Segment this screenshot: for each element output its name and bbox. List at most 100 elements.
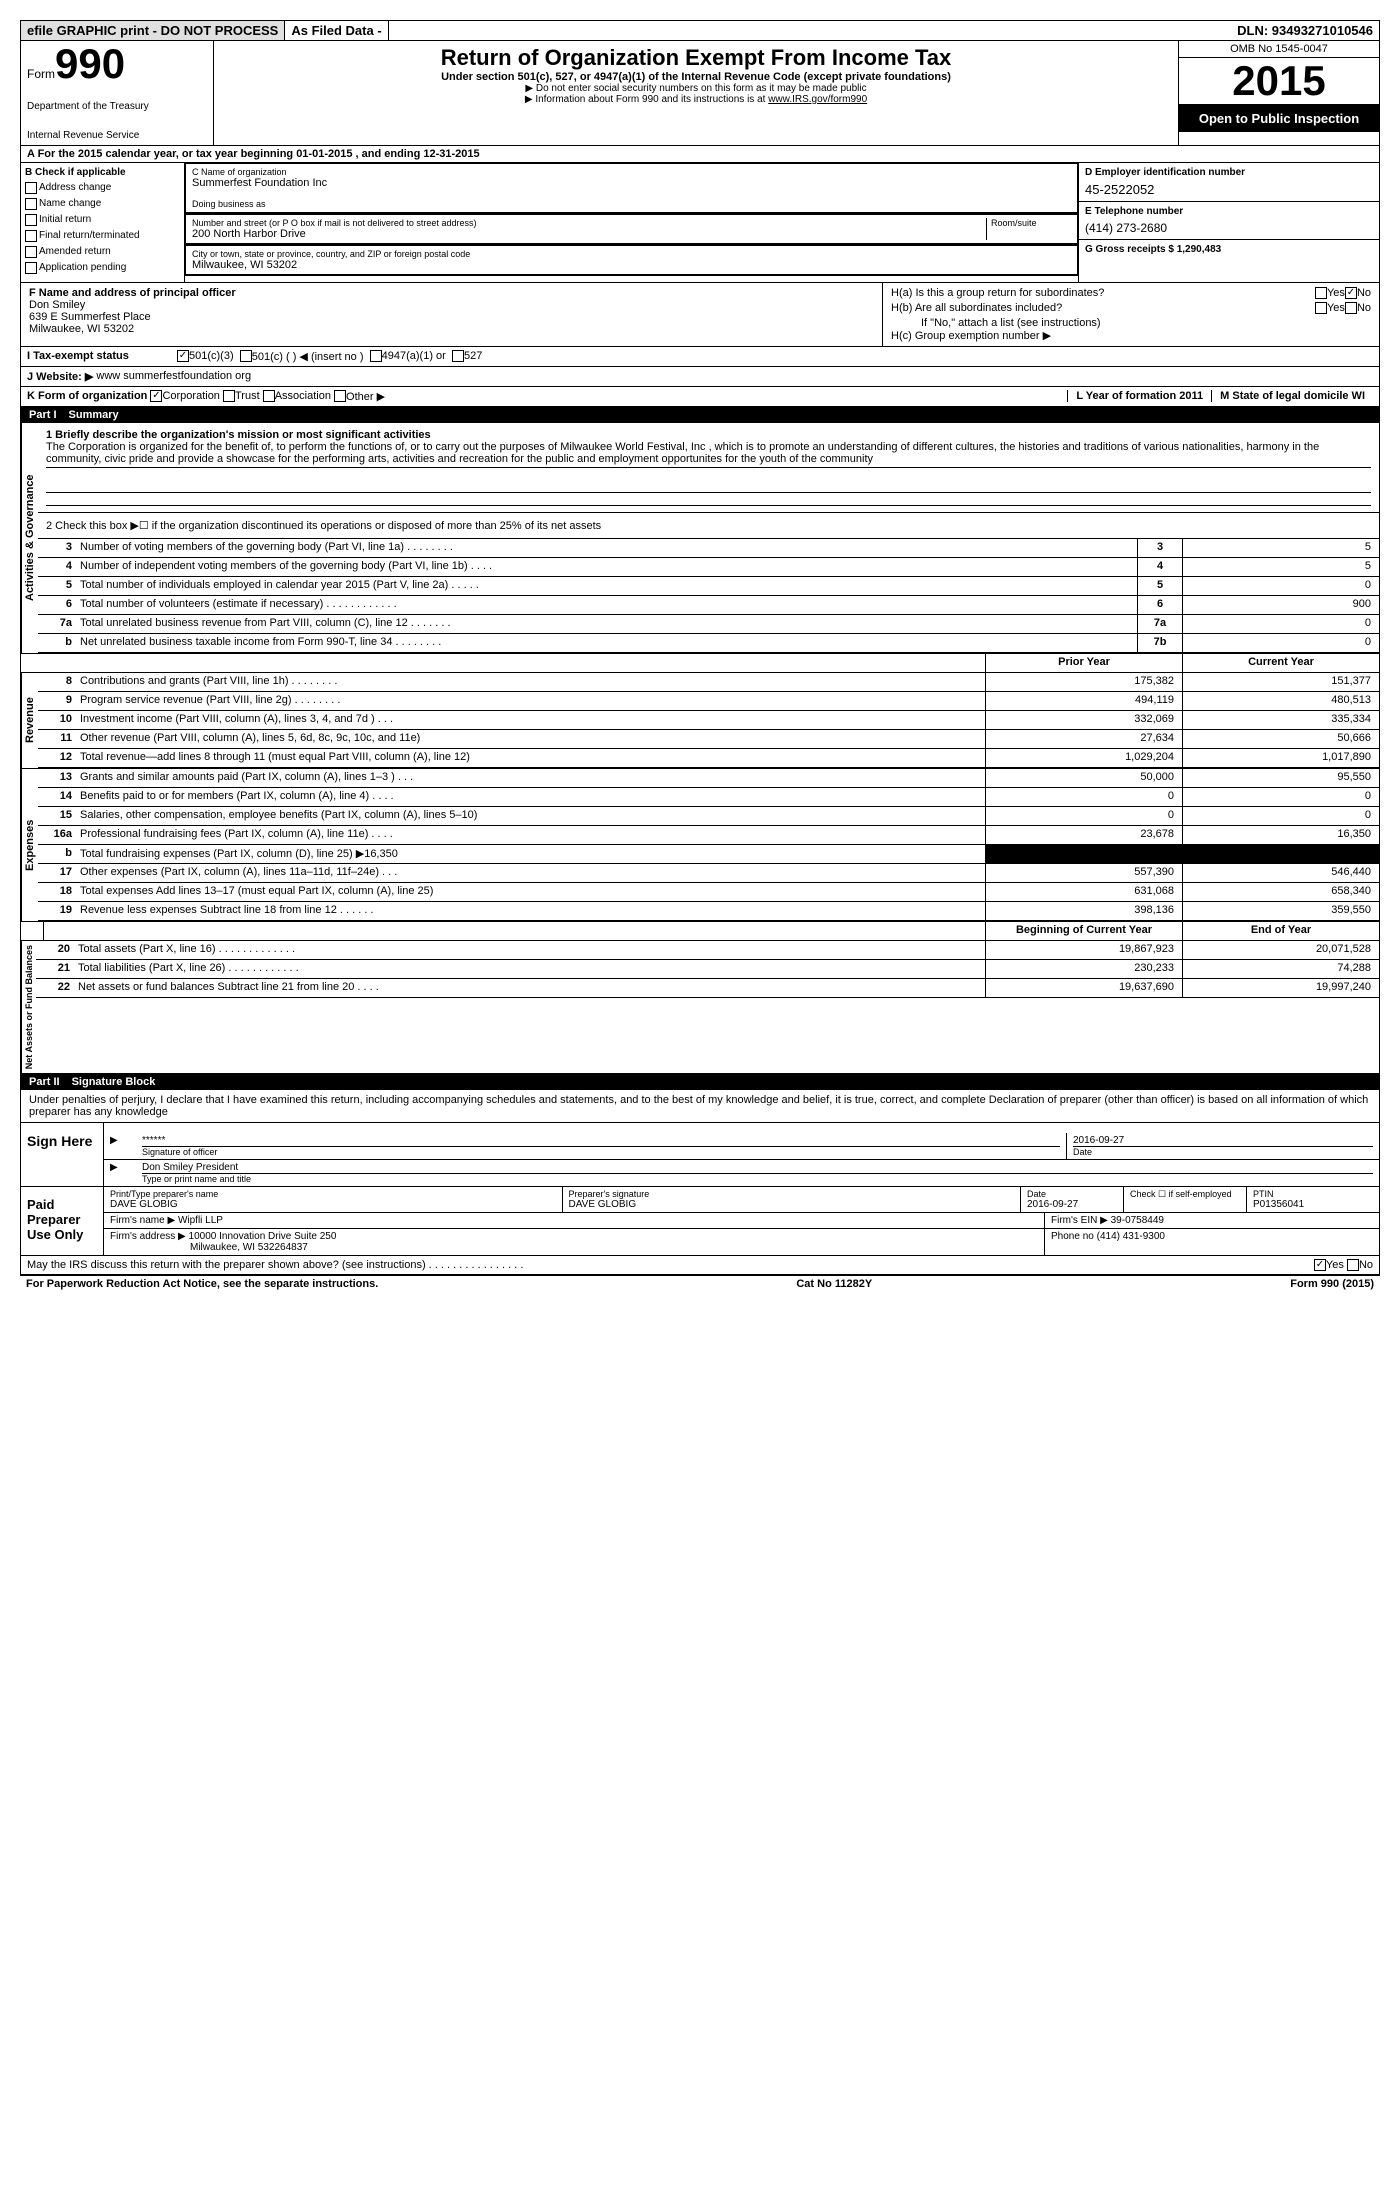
ein-cell: D Employer identification number 45-2522… — [1079, 163, 1379, 202]
activities-section: Activities & Governance 1 Briefly descri… — [21, 423, 1379, 654]
checkbox-icon[interactable] — [452, 350, 464, 362]
expense-line: 15Salaries, other compensation, employee… — [38, 807, 1379, 826]
paid-preparer-label: Paid Preparer Use Only — [21, 1187, 104, 1255]
chk-address-change[interactable]: Address change — [25, 182, 180, 194]
dept-2: Internal Revenue Service — [27, 130, 207, 141]
header-left: Form990 Department of the Treasury Inter… — [21, 41, 214, 145]
dln: DLN: 93493271010546 — [1231, 21, 1379, 40]
revenue-line: 11Other revenue (Part VIII, column (A), … — [38, 730, 1379, 749]
netassets-line: 20Total assets (Part X, line 16) . . . .… — [36, 941, 1379, 960]
expense-line: 18Total expenses Add lines 13–17 (must e… — [38, 883, 1379, 902]
chk-final-return[interactable]: Final return/terminated — [25, 230, 180, 242]
open-public: Open to Public Inspection — [1179, 105, 1379, 132]
checkbox-icon — [25, 262, 37, 274]
expenses-section: Expenses 13Grants and similar amounts pa… — [21, 769, 1379, 922]
checkbox-icon[interactable] — [177, 350, 189, 362]
expense-line: bTotal fundraising expenses (Part IX, co… — [38, 845, 1379, 864]
checkbox-icon[interactable] — [223, 390, 235, 402]
efile-notice: efile GRAPHIC print - DO NOT PROCESS — [21, 21, 285, 40]
perjury-statement: Under penalties of perjury, I declare th… — [21, 1090, 1379, 1123]
summary-line: 7aTotal unrelated business revenue from … — [38, 615, 1379, 634]
checkbox-icon[interactable] — [1315, 287, 1327, 299]
revenue-line: 10Investment income (Part VIII, column (… — [38, 711, 1379, 730]
checkbox-icon[interactable] — [1345, 302, 1357, 314]
city-cell: City or town, state or province, country… — [184, 244, 1079, 276]
checkbox-icon[interactable] — [1315, 302, 1327, 314]
header-middle: Return of Organization Exempt From Incom… — [214, 41, 1179, 145]
gross-receipts-cell: G Gross receipts $ 1,290,483 — [1079, 240, 1379, 259]
irs-link[interactable]: www.IRS.gov/form990 — [768, 94, 867, 105]
part-2-header: Part II Signature Block — [21, 1074, 1379, 1090]
entity-grid: B Check if applicable Address change Nam… — [21, 163, 1379, 283]
address-cell: Number and street (or P O box if mail is… — [184, 213, 1079, 245]
chk-name-change[interactable]: Name change — [25, 198, 180, 210]
year-header: Prior Year Current Year — [21, 654, 1379, 673]
checkbox-icon — [25, 198, 37, 210]
checkbox-icon[interactable] — [263, 390, 275, 402]
checkbox-icon — [25, 230, 37, 242]
dept-1: Department of the Treasury — [27, 101, 207, 112]
expense-line: 19Revenue less expenses Subtract line 18… — [38, 902, 1379, 921]
netassets-line: 21Total liabilities (Part X, line 26) . … — [36, 960, 1379, 979]
top-bar: efile GRAPHIC print - DO NOT PROCESS As … — [21, 21, 1379, 41]
sign-here-block: Sign Here ▶ ****** Signature of officer … — [21, 1123, 1379, 1187]
checkbox-icon[interactable] — [370, 350, 382, 362]
summary-line: 4Number of independent voting members of… — [38, 558, 1379, 577]
column-d: D Employer identification number 45-2522… — [1079, 163, 1379, 282]
netassets-label: Net Assets or Fund Balances — [21, 941, 36, 1073]
tax-year: 2015 — [1179, 58, 1379, 105]
checkbox-icon[interactable] — [1347, 1259, 1359, 1271]
checkbox-icon[interactable] — [1345, 287, 1357, 299]
netassets-line: 22Net assets or fund balances Subtract l… — [36, 979, 1379, 998]
revenue-label: Revenue — [21, 673, 38, 768]
checkbox-icon — [25, 214, 37, 226]
paperwork-notice: For Paperwork Reduction Act Notice, see … — [26, 1278, 378, 1290]
checkbox-icon[interactable] — [150, 390, 162, 402]
note-2: ▶ Information about Form 990 and its ins… — [224, 94, 1168, 105]
website-row: J Website: ▶ www summerfestfoundation or… — [21, 367, 1379, 387]
checkbox-icon[interactable] — [334, 390, 346, 402]
expense-line: 16aProfessional fundraising fees (Part I… — [38, 826, 1379, 845]
form-subtitle: Under section 501(c), 527, or 4947(a)(1)… — [224, 71, 1168, 83]
paid-preparer-block: Paid Preparer Use Only Print/Type prepar… — [21, 1187, 1379, 1256]
tax-status-row: I Tax-exempt status 501(c)(3) 501(c) ( )… — [21, 347, 1379, 367]
expense-line: 13Grants and similar amounts paid (Part … — [38, 769, 1379, 788]
column-b: B Check if applicable Address change Nam… — [21, 163, 185, 282]
col-b-label: B Check if applicable — [25, 167, 180, 178]
header-right: OMB No 1545-0047 2015 Open to Public Ins… — [1179, 41, 1379, 145]
form-990: efile GRAPHIC print - DO NOT PROCESS As … — [20, 20, 1380, 1276]
checkbox-icon[interactable] — [240, 350, 252, 362]
summary-line: 3Number of voting members of the governi… — [38, 539, 1379, 558]
revenue-line: 9Program service revenue (Part VIII, lin… — [38, 692, 1379, 711]
chk-initial-return[interactable]: Initial return — [25, 214, 180, 226]
cat-no: Cat No 11282Y — [796, 1278, 872, 1290]
form-number: 990 — [55, 40, 125, 87]
summary-line: 5Total number of individuals employed in… — [38, 577, 1379, 596]
revenue-line: 12Total revenue—add lines 8 through 11 (… — [38, 749, 1379, 768]
checkbox-icon — [25, 182, 37, 194]
revenue-section: Revenue 8Contributions and grants (Part … — [21, 673, 1379, 769]
sign-here-label: Sign Here — [21, 1123, 104, 1186]
org-name-cell: C Name of organization Summerfest Founda… — [184, 162, 1079, 214]
page-footer: For Paperwork Reduction Act Notice, see … — [20, 1276, 1380, 1292]
officer-h-row: F Name and address of principal officer … — [21, 283, 1379, 347]
expense-line: 17Other expenses (Part IX, column (A), l… — [38, 864, 1379, 883]
chk-app-pending[interactable]: Application pending — [25, 262, 180, 274]
netassets-header: Beginning of Current Year End of Year — [21, 922, 1379, 941]
telephone-cell: E Telephone number (414) 273-2680 — [1079, 202, 1379, 240]
checkbox-icon[interactable] — [1314, 1259, 1326, 1271]
summary-line: 6Total number of volunteers (estimate if… — [38, 596, 1379, 615]
summary-line: bNet unrelated business taxable income f… — [38, 634, 1379, 653]
header: Form990 Department of the Treasury Inter… — [21, 41, 1379, 146]
as-filed: As Filed Data - — [285, 21, 388, 40]
row-a-period: A For the 2015 calendar year, or tax yea… — [21, 146, 1379, 163]
part-1-header: Part I Summary — [21, 407, 1379, 423]
expenses-label: Expenses — [21, 769, 38, 921]
omb-number: OMB No 1545-0047 — [1179, 41, 1379, 58]
row-k: K Form of organization Corporation Trust… — [21, 387, 1379, 407]
discuss-row: May the IRS discuss this return with the… — [21, 1256, 1379, 1275]
h-section: H(a) Is this a group return for subordin… — [883, 283, 1379, 346]
principal-officer: F Name and address of principal officer … — [21, 283, 883, 346]
chk-amended[interactable]: Amended return — [25, 246, 180, 258]
mission-block: 1 Briefly describe the organization's mi… — [38, 423, 1379, 513]
